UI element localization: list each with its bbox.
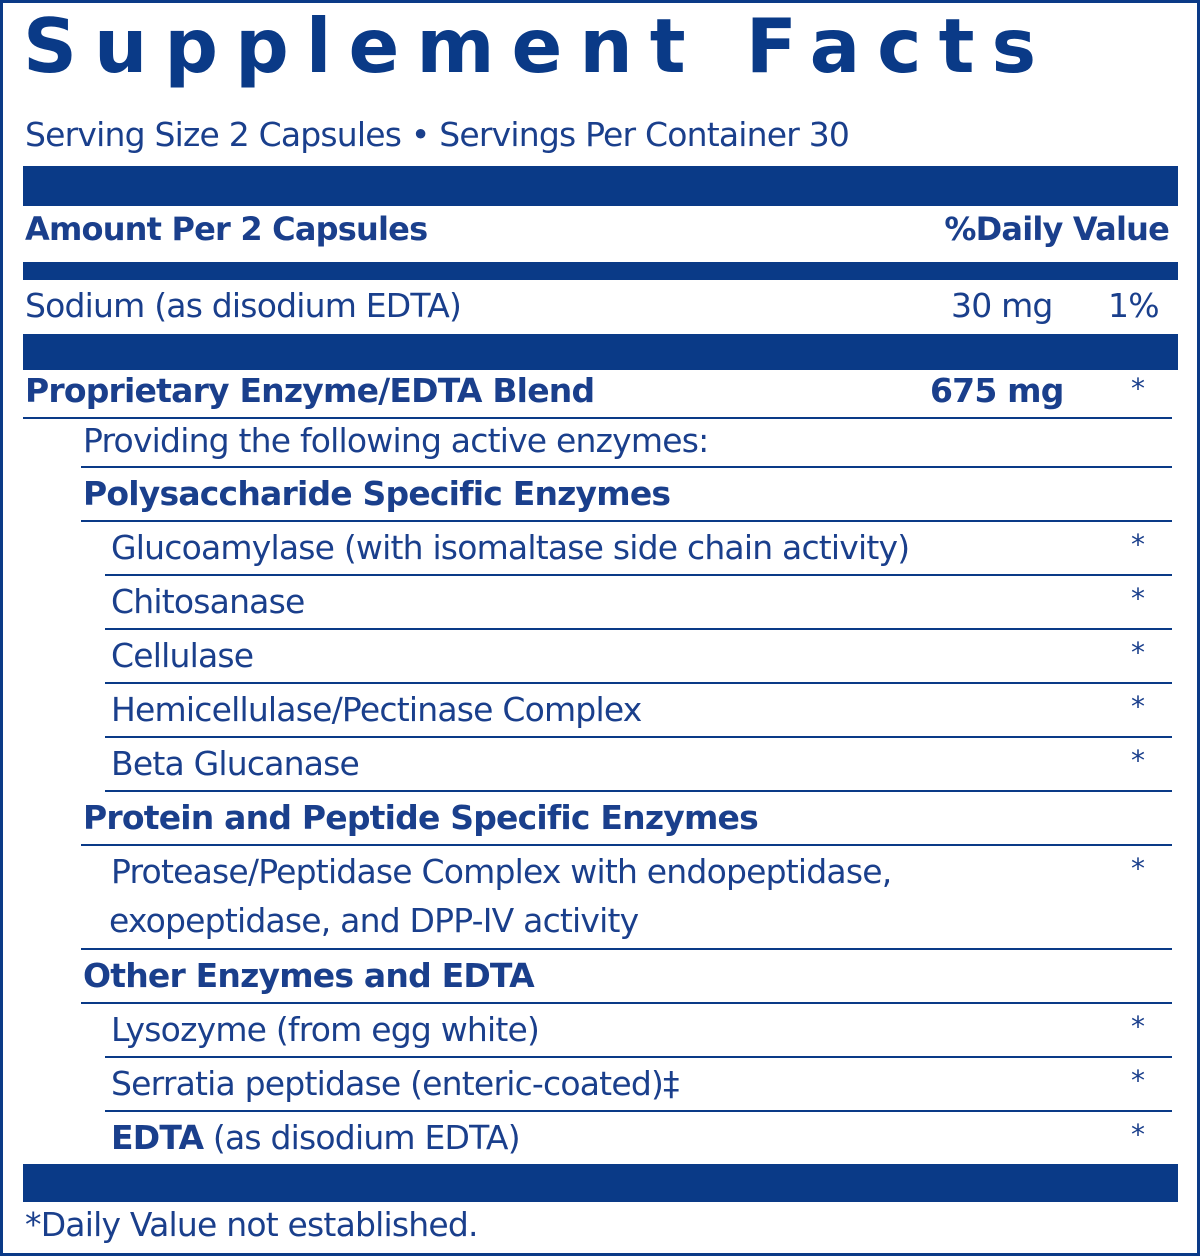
divider-bar	[23, 334, 1178, 370]
ingredient-star: *	[1131, 1064, 1145, 1097]
blend-name: Proprietary Enzyme/EDTA Blend	[25, 371, 595, 410]
ingredient-star: *	[1131, 744, 1145, 777]
ingredient-star: *	[1131, 528, 1145, 561]
row-rule	[105, 682, 1172, 684]
ingredient-beta-glucanase: Beta Glucanase	[111, 744, 360, 783]
row-rule	[105, 628, 1172, 630]
ingredient-glucoamylase: Glucoamylase (with isomaltase side chain…	[111, 528, 910, 567]
row-rule	[105, 1056, 1172, 1058]
ingredient-protease-line2: exopeptidase, and DPP-IV activity	[109, 901, 639, 940]
row-rule	[105, 574, 1172, 576]
edta-bold-label: EDTA	[111, 1118, 204, 1157]
ingredient-star: *	[1131, 1010, 1145, 1043]
ingredient-star: *	[1131, 852, 1145, 885]
group-protein-peptide: Protein and Peptide Specific Enzymes	[83, 798, 759, 837]
sodium-amount: 30 mg	[951, 286, 1053, 325]
blend-amount: 675 mg	[930, 371, 1064, 410]
footnote: *Daily Value not established.	[25, 1205, 479, 1244]
ingredient-chitosanase: Chitosanase	[111, 582, 305, 621]
sodium-dv: 1%	[1108, 286, 1160, 325]
daily-value-header: %Daily Value	[944, 210, 1169, 248]
divider-bar	[23, 262, 1178, 280]
ingredient-edta: EDTA (as disodium EDTA)	[111, 1118, 521, 1158]
ingredient-hemicellulase: Hemicellulase/Pectinase Complex	[111, 690, 642, 729]
edta-source: (as disodium EDTA)	[203, 1118, 521, 1157]
sodium-name: Sodium (as disodium EDTA)	[25, 286, 462, 325]
providing-line: Providing the following active enzymes:	[83, 421, 709, 460]
row-rule	[105, 736, 1172, 738]
ingredient-lysozyme: Lysozyme (from egg white)	[111, 1010, 540, 1049]
ingredient-star: *	[1131, 582, 1145, 615]
serving-info: Serving Size 2 Capsules • Servings Per C…	[25, 115, 850, 154]
ingredient-star: *	[1131, 1118, 1145, 1151]
ingredient-star: *	[1131, 636, 1145, 669]
row-rule	[81, 948, 1172, 950]
ingredient-serratia: Serratia peptidase (enteric-coated)‡	[111, 1064, 680, 1103]
group-polysaccharide: Polysaccharide Specific Enzymes	[83, 474, 671, 513]
divider-bar	[23, 166, 1178, 206]
row-rule	[81, 466, 1172, 468]
group-other-edta: Other Enzymes and EDTA	[83, 956, 535, 995]
row-rule	[81, 520, 1172, 522]
ingredient-star: *	[1131, 690, 1145, 723]
row-rule	[81, 844, 1172, 846]
ingredient-cellulase: Cellulase	[111, 636, 254, 675]
blend-dv-star: *	[1131, 372, 1145, 405]
amount-per-header: Amount Per 2 Capsules	[25, 210, 428, 248]
row-rule	[105, 790, 1172, 792]
divider-bar	[23, 1164, 1178, 1202]
row-rule	[81, 1002, 1172, 1004]
ingredient-protease-line1: Protease/Peptidase Complex with endopept…	[111, 852, 892, 891]
row-rule	[23, 417, 1172, 419]
row-rule	[105, 1110, 1172, 1112]
panel-title: Supplement Facts	[23, 2, 1054, 90]
